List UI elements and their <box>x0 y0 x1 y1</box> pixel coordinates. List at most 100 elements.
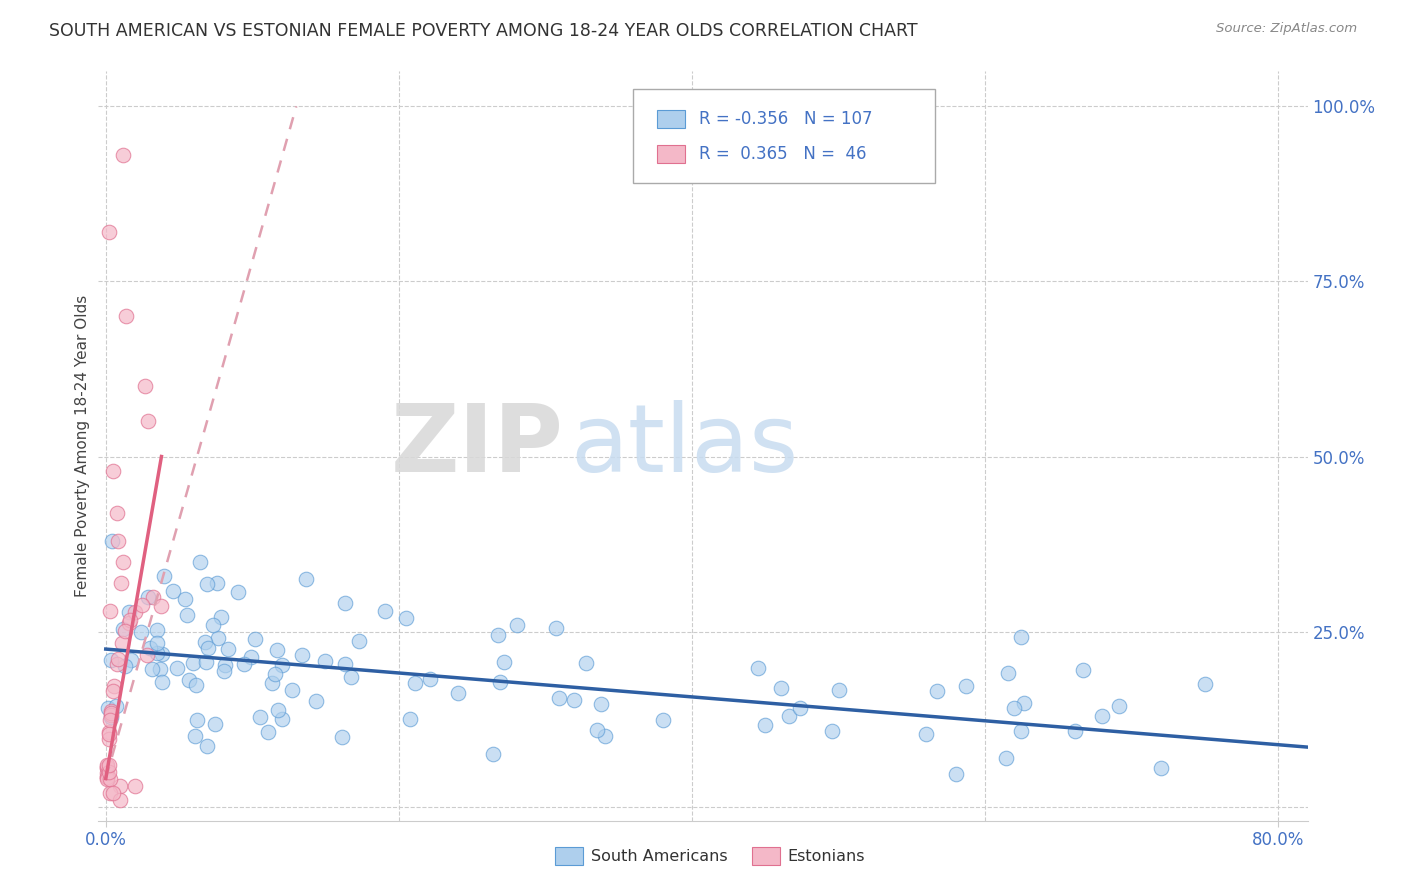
Point <box>96 760 118 774</box>
Point <box>1091 709 1114 723</box>
Point <box>98 764 121 779</box>
Point <box>262 676 284 690</box>
Point <box>291 648 314 662</box>
Point <box>136 415 159 429</box>
Point <box>194 656 217 670</box>
Point <box>270 658 292 673</box>
Point <box>335 596 357 610</box>
Point <box>1194 677 1216 691</box>
Point <box>96 761 118 775</box>
Point <box>651 714 673 728</box>
Point <box>586 723 609 737</box>
Point <box>347 634 370 648</box>
Point <box>97 226 120 240</box>
Point <box>1010 630 1032 644</box>
Point <box>1004 701 1026 715</box>
Point <box>112 148 135 162</box>
Point <box>96 772 118 786</box>
Point <box>197 641 219 656</box>
Point <box>335 657 357 672</box>
Point <box>162 584 184 599</box>
Point <box>114 624 136 638</box>
Point <box>194 635 217 649</box>
Text: R =  0.365   N =  46: R = 0.365 N = 46 <box>699 145 866 163</box>
Point <box>142 590 165 604</box>
Point <box>139 640 162 655</box>
Point <box>207 631 229 645</box>
Text: Source: ZipAtlas.com: Source: ZipAtlas.com <box>1216 22 1357 36</box>
Point <box>821 724 844 739</box>
Point <box>188 555 211 569</box>
Point <box>505 617 527 632</box>
Point <box>249 710 271 724</box>
Point <box>233 657 256 672</box>
Point <box>107 533 129 548</box>
Point <box>97 701 120 715</box>
Point <box>112 555 135 569</box>
Point <box>789 701 811 715</box>
Point <box>419 672 441 686</box>
Point <box>101 786 124 800</box>
Point <box>482 747 505 761</box>
Point <box>120 653 142 667</box>
Point <box>177 673 200 687</box>
Point <box>100 704 122 718</box>
Point <box>1150 761 1173 775</box>
Point <box>997 665 1019 680</box>
Point <box>204 716 226 731</box>
Point <box>98 757 121 772</box>
Text: South Americans: South Americans <box>591 849 727 863</box>
Point <box>945 767 967 781</box>
Point <box>105 506 128 520</box>
Point <box>101 463 124 477</box>
Point <box>149 662 172 676</box>
Point <box>152 647 174 661</box>
Point <box>134 379 156 393</box>
Point <box>562 693 585 707</box>
Point <box>330 730 353 744</box>
Point <box>593 729 616 743</box>
Point <box>212 664 235 678</box>
Point <box>124 605 146 619</box>
Text: Estonians: Estonians <box>787 849 865 863</box>
Point <box>145 646 167 660</box>
Point <box>146 636 169 650</box>
Point <box>492 655 515 669</box>
Point <box>117 615 139 630</box>
Point <box>446 685 468 699</box>
Point <box>186 678 208 692</box>
Point <box>209 610 232 624</box>
Point <box>314 654 336 668</box>
Point <box>110 779 132 793</box>
Point <box>152 675 174 690</box>
Point <box>488 628 510 642</box>
Point <box>925 684 948 698</box>
Point <box>98 772 121 786</box>
Y-axis label: Female Poverty Among 18-24 Year Olds: Female Poverty Among 18-24 Year Olds <box>75 295 90 597</box>
Point <box>754 718 776 732</box>
Point <box>98 726 121 740</box>
Point <box>124 779 146 793</box>
Point <box>145 623 167 637</box>
Point <box>150 599 173 613</box>
Point <box>100 652 122 666</box>
Point <box>173 592 195 607</box>
Point <box>111 636 134 650</box>
Point <box>100 533 122 548</box>
Point <box>281 682 304 697</box>
Point <box>114 658 136 673</box>
Point <box>544 621 567 635</box>
Point <box>205 575 228 590</box>
Point <box>994 751 1017 765</box>
Point <box>575 656 598 670</box>
Point <box>186 713 208 727</box>
Point <box>489 674 512 689</box>
Point <box>118 613 141 627</box>
Point <box>110 575 132 590</box>
Point <box>98 714 121 728</box>
Point <box>135 648 157 662</box>
Point <box>1012 696 1035 710</box>
Point <box>105 657 128 671</box>
Point <box>103 679 125 693</box>
Point <box>374 603 396 617</box>
